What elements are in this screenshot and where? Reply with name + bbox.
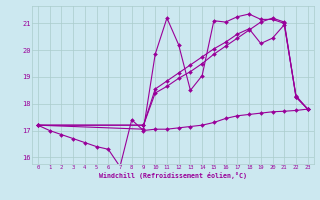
X-axis label: Windchill (Refroidissement éolien,°C): Windchill (Refroidissement éolien,°C) <box>99 172 247 179</box>
